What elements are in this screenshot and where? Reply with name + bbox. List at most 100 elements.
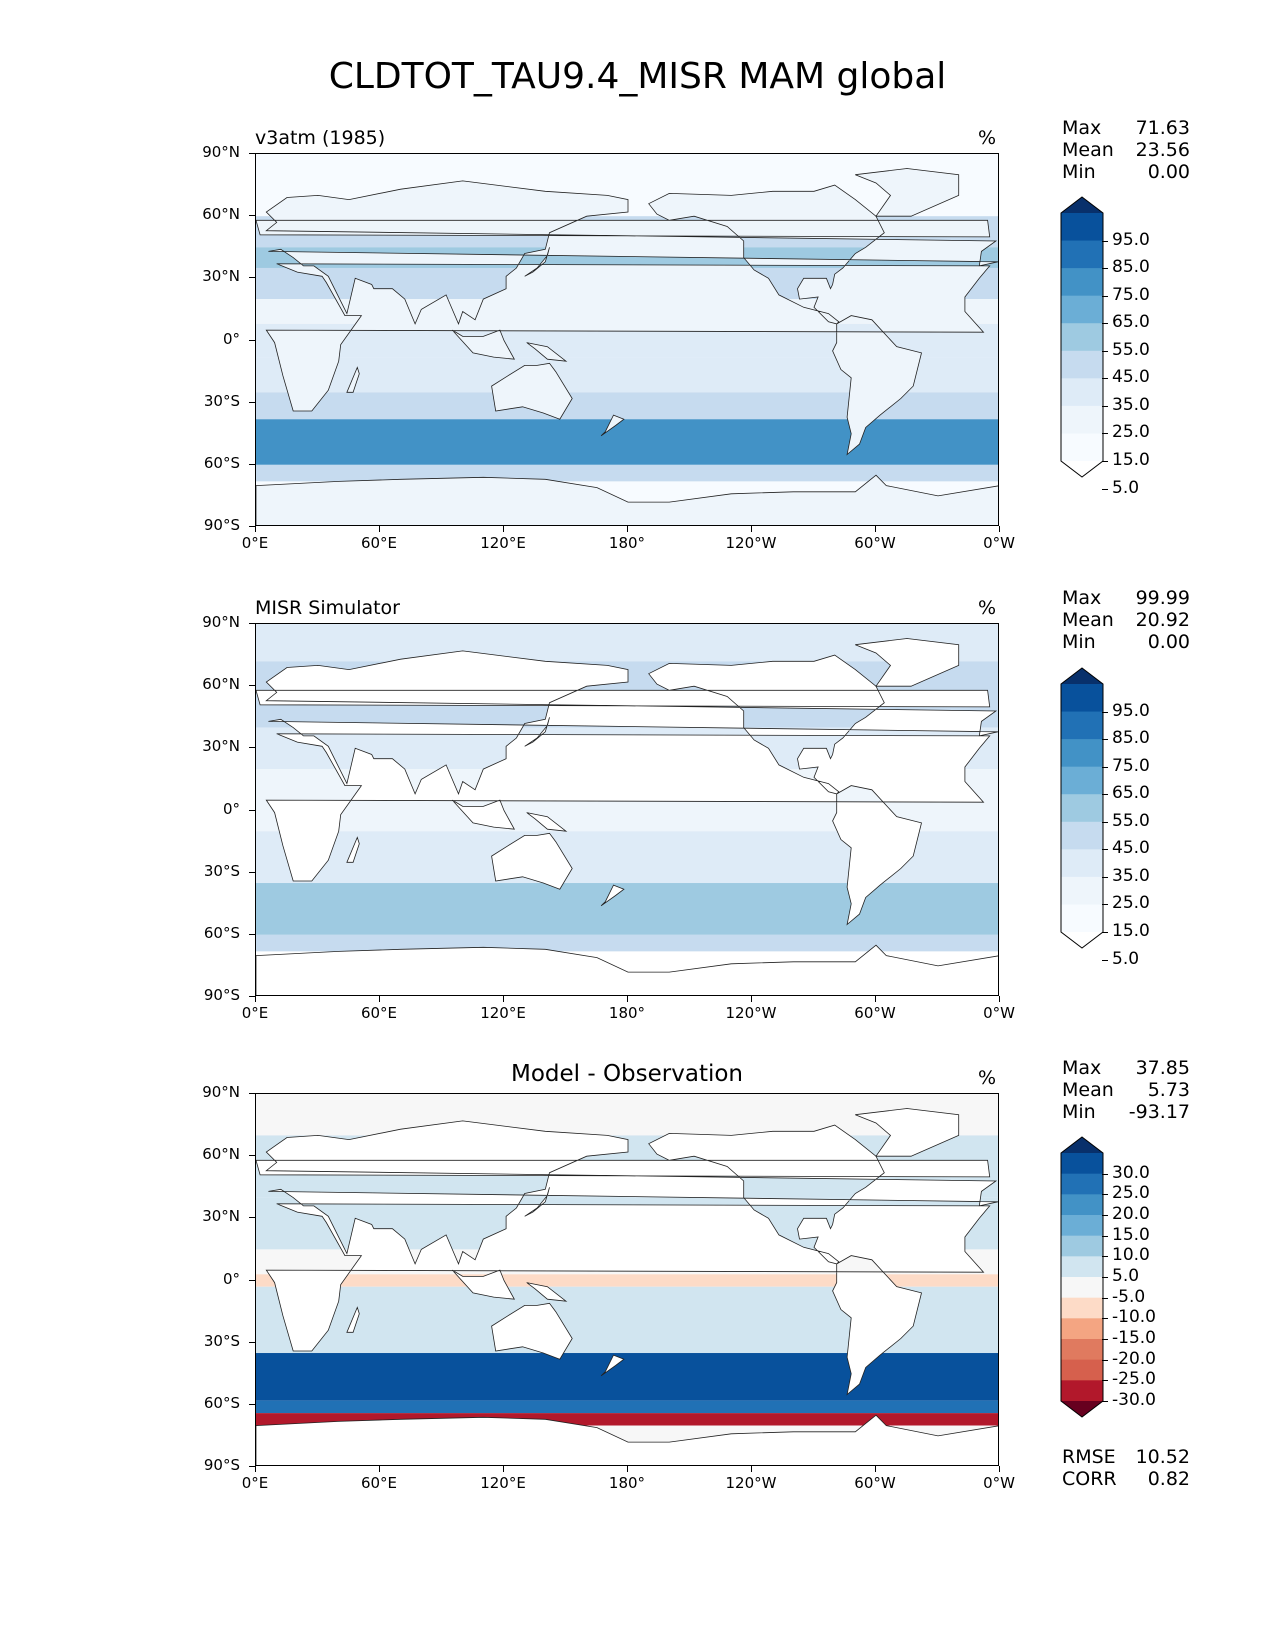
colorbar-tick-label: 45.0	[1112, 367, 1150, 388]
lat-tick-label: 30°S	[203, 391, 240, 410]
colorbar-segment	[1061, 1173, 1103, 1195]
lat-tick-mark	[249, 871, 255, 873]
lat-tick-mark	[249, 933, 255, 935]
colorbar-tick-label: 25.0	[1112, 893, 1150, 914]
rmse-label: RMSE	[1062, 1446, 1116, 1468]
corr-value: 0.82	[1147, 1468, 1190, 1490]
colorbar-tick-mark	[1102, 1297, 1108, 1299]
stat-min: -93.17	[1128, 1101, 1190, 1123]
lat-tick-mark	[249, 1403, 255, 1405]
lon-tick-mark	[379, 526, 380, 532]
colorbar-tick-mark	[1102, 1380, 1108, 1382]
colorbar-segment	[1061, 433, 1103, 462]
colorbar-tick-label: 55.0	[1112, 339, 1150, 360]
colorbar-segment	[1061, 1339, 1103, 1361]
colorbar-tick-mark	[1102, 1359, 1108, 1361]
map-canvas	[256, 1094, 998, 1465]
colorbar-segment	[1061, 1318, 1103, 1340]
lat-tick-label: 60°S	[203, 453, 240, 472]
lon-tick-mark	[875, 1466, 876, 1472]
colorbar-tick-label: 5.0	[1112, 1266, 1140, 1286]
stat-label: Min	[1062, 161, 1096, 183]
colorbar-tick-label: 65.0	[1112, 312, 1150, 333]
coastline	[256, 1108, 998, 1465]
lat-tick-label: 30°N	[202, 267, 240, 286]
lon-tick-label: 120°W	[725, 534, 777, 552]
lat-tick-label: 30°S	[203, 1331, 240, 1350]
lon-tick-label: 0°W	[983, 534, 1015, 552]
lat-tick-label: 90°N	[202, 613, 240, 631]
colorbar-tick-mark	[1102, 1215, 1108, 1216]
lon-tick-mark	[999, 996, 1000, 1002]
colorbar-tick-label: 95.0	[1112, 229, 1150, 250]
colorbar-tick-mark	[1102, 350, 1108, 352]
colorbar-tick-label: 45.0	[1112, 838, 1150, 859]
colorbar-tick-label: 55.0	[1112, 810, 1150, 831]
colorbar-tick-label: 65.0	[1112, 783, 1150, 804]
lat-tick-label: 90°N	[202, 143, 240, 161]
lon-tick-mark	[627, 1466, 628, 1472]
lat-tick-mark	[249, 339, 255, 341]
stats-model: Max 71.63 Mean 23.56 Min 0.00	[1062, 117, 1190, 183]
stat-label: Min	[1062, 631, 1096, 653]
map-canvas	[256, 624, 998, 995]
stats-difference: Max 37.85 Mean 5.73 Min -93.17	[1062, 1057, 1190, 1123]
corr-label: CORR	[1062, 1468, 1117, 1490]
colorbar-tick-mark	[1102, 739, 1108, 741]
colorbar-segment	[1061, 1256, 1103, 1278]
lon-tick-label: 180°	[608, 1004, 646, 1022]
lon-tick-mark	[503, 996, 504, 1002]
lat-tick-label: 90°S	[203, 986, 240, 1004]
lon-tick-mark	[751, 996, 752, 1002]
lon-tick-label: 60°W	[854, 1474, 896, 1492]
panel-title: v3atm (1985)	[255, 127, 386, 149]
colorbar-tick-label: -30.0	[1112, 1390, 1156, 1410]
colorbar-tick-mark	[1102, 378, 1108, 380]
field-band	[256, 1353, 998, 1401]
rmse-value: 10.52	[1135, 1446, 1190, 1468]
lon-tick-label: 120°E	[480, 534, 526, 552]
colorbar-extend-min	[1061, 932, 1103, 948]
colorbar-segment	[1061, 1359, 1103, 1381]
lon-tick-label: 180°	[608, 1474, 646, 1492]
colorbar-extend-max	[1061, 668, 1103, 684]
colorbar-tick-mark	[1102, 711, 1108, 713]
stat-label: Mean	[1062, 609, 1114, 631]
colorbar-tick-mark	[1102, 323, 1108, 325]
field-band	[256, 419, 998, 465]
lat-tick-label: 90°N	[202, 1083, 240, 1101]
lon-tick-mark	[875, 526, 876, 532]
lat-tick-label: 30°S	[203, 861, 240, 880]
colorbar-tick-mark	[1102, 461, 1108, 462]
colorbar-segment	[1061, 405, 1103, 434]
stat-label: Mean	[1062, 139, 1114, 161]
colorbar-segment	[1061, 350, 1103, 379]
colorbar-tick-mark	[1102, 1194, 1108, 1196]
lon-tick-mark	[503, 526, 504, 532]
stat-max: 99.99	[1135, 587, 1190, 609]
lon-tick-mark	[255, 996, 256, 1002]
figure-title: CLDTOT_TAU9.4_MISR MAM global	[328, 56, 947, 97]
stat-min: 0.00	[1147, 161, 1190, 183]
lon-tick-mark	[379, 996, 380, 1002]
colorbar-tick-label: 95.0	[1112, 700, 1150, 721]
colorbar-tick-label: 75.0	[1112, 755, 1150, 776]
colorbar-tick-label: 10.0	[1112, 1245, 1150, 1266]
panel-model: v3atm (1985) %	[0, 127, 1275, 597]
panel-units: %	[978, 1067, 997, 1089]
lat-tick-mark	[249, 996, 255, 997]
field-band	[256, 1400, 998, 1414]
colorbar-segment	[1061, 821, 1103, 850]
stat-mean: 20.92	[1135, 609, 1190, 631]
lon-tick-label: 120°W	[725, 1474, 777, 1492]
lat-tick-label: 60°N	[202, 675, 240, 694]
lon-tick-mark	[751, 526, 752, 532]
lat-tick-mark	[249, 1093, 255, 1094]
lat-tick-label: 30°N	[202, 737, 240, 756]
colorbar-tick-label: 20.0	[1112, 1204, 1150, 1224]
colorbar-segment	[1061, 904, 1103, 933]
colorbar-tick-mark	[1102, 849, 1108, 851]
lon-tick-mark	[751, 1466, 752, 1472]
lat-tick-label: 60°S	[203, 923, 240, 942]
colorbar-extend-max	[1061, 197, 1103, 213]
